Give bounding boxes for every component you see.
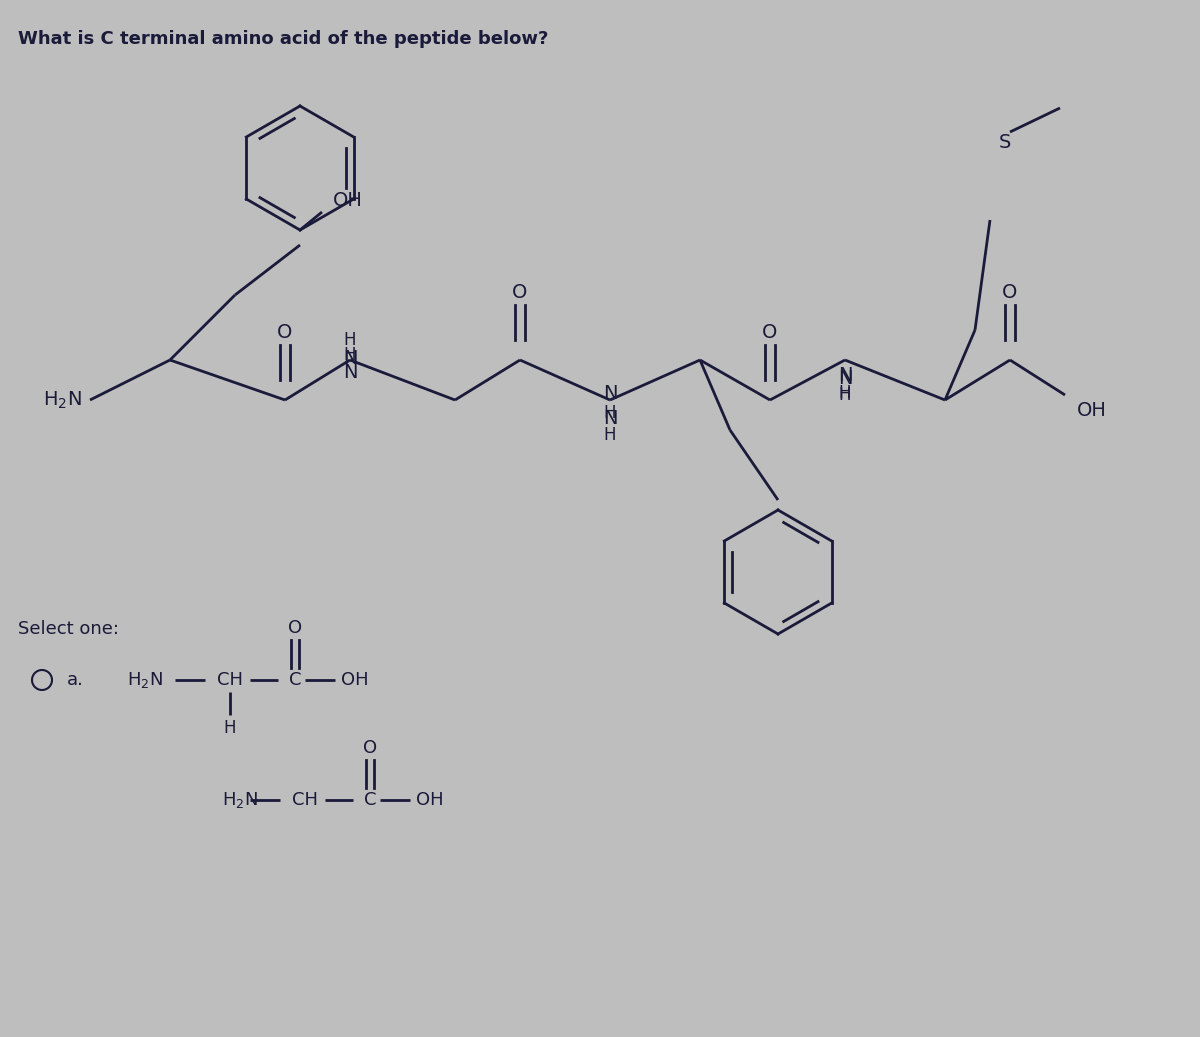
Text: CH: CH <box>217 671 242 689</box>
Text: H: H <box>343 346 356 364</box>
Text: O: O <box>277 323 293 341</box>
Text: O: O <box>288 619 302 637</box>
Text: H: H <box>839 386 851 404</box>
Text: H: H <box>223 719 236 737</box>
Text: N: N <box>602 409 617 427</box>
Text: What is C terminal amino acid of the peptide below?: What is C terminal amino acid of the pep… <box>18 30 548 48</box>
Text: N: N <box>602 384 617 402</box>
Text: C: C <box>289 671 301 689</box>
Text: S: S <box>998 133 1012 151</box>
Text: H: H <box>839 384 851 402</box>
Text: H: H <box>604 426 617 444</box>
Text: H: H <box>604 404 617 422</box>
Text: Select one:: Select one: <box>18 620 119 638</box>
Text: $\mathregular{H_2N}$: $\mathregular{H_2N}$ <box>43 389 82 411</box>
Text: C: C <box>364 791 377 809</box>
Text: O: O <box>362 739 377 757</box>
Text: O: O <box>762 323 778 341</box>
Text: N: N <box>343 348 358 367</box>
Text: $\mathregular{H_2N}$: $\mathregular{H_2N}$ <box>222 790 258 810</box>
Text: $\mathregular{H_2N}$: $\mathregular{H_2N}$ <box>127 670 163 690</box>
Text: OH: OH <box>416 791 444 809</box>
Text: H: H <box>343 331 356 349</box>
Text: OH: OH <box>334 191 362 209</box>
Text: O: O <box>1002 282 1018 302</box>
Text: CH: CH <box>292 791 318 809</box>
Text: N: N <box>838 368 852 388</box>
Text: OH: OH <box>1078 400 1106 420</box>
Text: N: N <box>838 365 852 385</box>
Text: O: O <box>512 282 528 302</box>
Text: a.: a. <box>66 671 84 689</box>
Text: N: N <box>343 363 358 382</box>
Text: OH: OH <box>341 671 368 689</box>
